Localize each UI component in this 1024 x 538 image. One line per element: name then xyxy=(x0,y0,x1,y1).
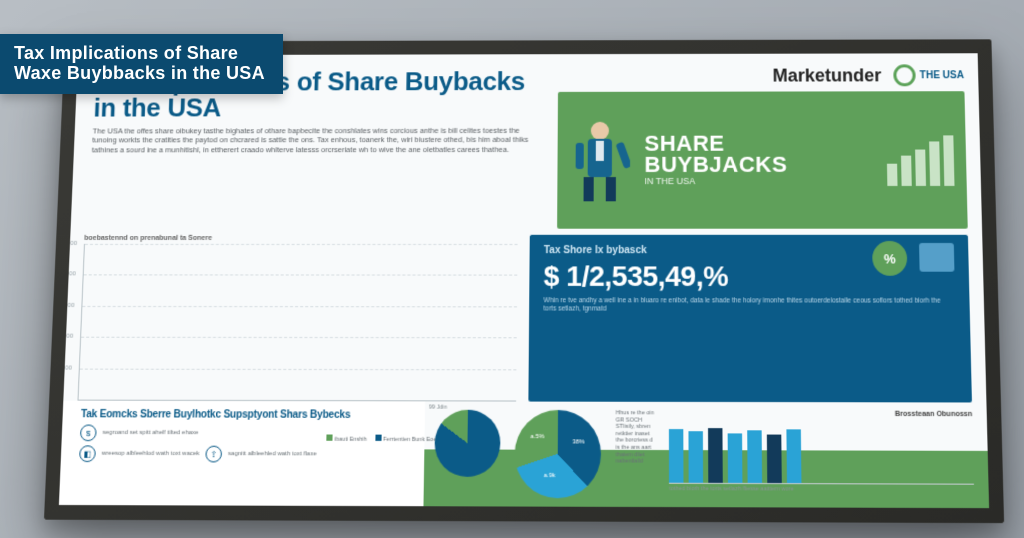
pie-slice-label: a.9k xyxy=(544,473,556,479)
hero-bar xyxy=(887,164,898,186)
pie-small-wrap xyxy=(435,410,501,477)
briefcase-icon: ◧ xyxy=(79,445,96,462)
y-tick-label: 300 xyxy=(64,303,74,309)
bar-groups: 98.ftmwfh Mjsftj Jdw7b Jota99 Jdin xyxy=(85,244,512,401)
legend-item: ibauti Enshih xyxy=(326,434,367,442)
mid-left: boebastennd on prenabunal ta Sonere 1002… xyxy=(77,235,517,402)
stat-copy: Whin re tve andhy a well ine a in bluaro… xyxy=(543,297,955,314)
legend: ibauti EnshihFerrtentien Bunk Eoen xyxy=(326,434,439,443)
brand-row: Marketunder THE USA xyxy=(558,63,964,88)
pie-large-wrap: 38% a.9k a.5% xyxy=(514,410,601,498)
pie-chart-small xyxy=(435,410,501,477)
hero-text: SHARE BUYBJACKS IN THE USA xyxy=(644,134,873,186)
stat-panel: Tax Shore Ix bybasck $ 1/2,535,49,% Whin… xyxy=(528,235,972,403)
chart1-title: boebastennd on prenabunal ta Sonere xyxy=(84,235,518,242)
info-line-2-text: wreesop albleehlod wath toxt wacek xyxy=(102,451,200,458)
bottom-left-block: Tak Eomcks Sberre Buylhotkc Supsptyont S… xyxy=(59,401,426,507)
percent-badge-icon: % xyxy=(872,241,907,276)
pie-copy: Hhus re the oin GR SOCH STlisily, sbren … xyxy=(616,410,655,465)
hero-sub: IN THE USA xyxy=(644,176,873,186)
mini-bar xyxy=(689,431,704,482)
grouped-bar-chart: 10020030040050098.ftmwfh Mjsftj Jdw7b Jo… xyxy=(77,244,517,402)
mini-bar xyxy=(728,433,743,483)
chart-icon: ⇪ xyxy=(205,446,222,463)
mini-bar xyxy=(748,431,763,483)
mid-row: boebastennd on prenabunal ta Sonere 1002… xyxy=(63,235,986,403)
info-line-1-text: segroand set spitt ahelf tilted ehaxe xyxy=(102,430,198,436)
banner-line2: Waxe Buybbacks in the USA xyxy=(14,64,265,84)
bottom-row: Tak Eomcks Sberre Buylhotkc Supsptyont S… xyxy=(59,401,989,509)
chart2-copy: tothed biorh the torts setlazh fliesse a… xyxy=(669,486,974,493)
y-tick-label: 500 xyxy=(67,241,77,247)
botleft-title: Tak Eomcks Sberre Buylhotkc Supsptyont S… xyxy=(81,409,411,421)
coin-icon: $ xyxy=(80,425,97,442)
y-tick-label: 200 xyxy=(63,334,73,340)
brand-org: THE USA xyxy=(920,70,965,81)
mid-right: Tax Shore Ix bybasck $ 1/2,535,49,% Whin… xyxy=(528,235,972,403)
frame-border: Tax Implications of Share Buybacks in th… xyxy=(44,39,1004,523)
y-tick-label: 400 xyxy=(66,272,76,278)
mini-bar-chart xyxy=(669,421,974,485)
hero-bar xyxy=(915,150,926,186)
intro-copy: The USA the offes share oibukey tasthe b… xyxy=(92,126,538,155)
mini-bar xyxy=(669,430,684,483)
hero-title: SHARE BUYBJACKS xyxy=(644,134,873,176)
poster-canvas: Tax Implications of Share Buybacks in th… xyxy=(59,53,989,508)
y-tick-label: 100 xyxy=(62,365,72,371)
pie-slice-label: 38% xyxy=(572,440,584,446)
hero-column: Marketunder THE USA xyxy=(551,53,982,235)
mini-bar xyxy=(708,428,723,483)
logo-mark-icon xyxy=(893,64,916,86)
hero-bar xyxy=(901,156,912,186)
hero-mini-barchart xyxy=(886,133,954,186)
pie-slice-label: a.5% xyxy=(530,434,544,440)
corner-title-banner: Tax Implications of Share Waxe Buybbacks… xyxy=(0,34,283,94)
info-line-2: ◧ wreesop albleehlod wath toxt wacek ⇪ s… xyxy=(79,445,410,463)
pie-chart-large xyxy=(514,410,601,498)
poster-frame: Tax Implications of Share Buybacks in th… xyxy=(44,39,1004,523)
document-icon xyxy=(919,243,954,272)
banner-line1: Tax Implications of Share xyxy=(14,44,265,64)
hero-bar xyxy=(943,135,954,186)
chart2-title: Brossteaan Obunossn xyxy=(669,410,972,418)
businessman-icon xyxy=(570,117,631,204)
hero-bar xyxy=(929,141,940,185)
hero-panel: SHARE BUYBJACKS IN THE USA xyxy=(557,91,967,229)
brand-name: Marketunder xyxy=(773,65,882,86)
mini-bar xyxy=(767,434,782,483)
info-line-3-text: sagnitt albleehled wath toxt flaxe xyxy=(228,451,317,458)
bottom-right-block: 38% a.9k a.5% Hhus re the oin GR SOCH STli… xyxy=(424,401,989,508)
mini-bar xyxy=(787,429,802,483)
brand-logo: THE USA xyxy=(893,64,964,86)
